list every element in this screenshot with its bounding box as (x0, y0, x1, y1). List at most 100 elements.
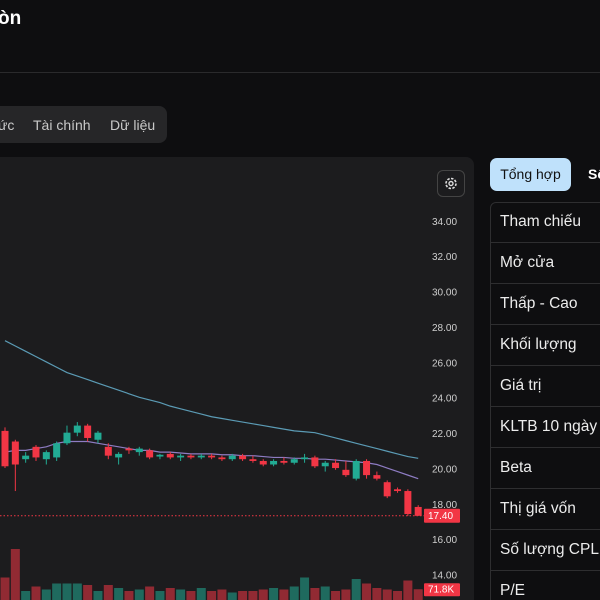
side-tab[interactable]: Số (588, 166, 600, 182)
candle-body (239, 455, 247, 460)
summary-row: Khối lượng (491, 325, 600, 366)
last-price-tag (424, 508, 460, 523)
volume-bar (320, 586, 330, 600)
summary-row: Mở cửa (491, 243, 600, 284)
summary-list (490, 202, 600, 600)
y-tick-label: 16.00 (432, 535, 457, 546)
chart: 34.00 32.00 30.00 28.00 26.00 24.00 22.00 20.00… (0, 217, 460, 600)
candle-body (94, 432, 102, 440)
volume-bar (93, 591, 103, 600)
volume-bar (362, 583, 372, 600)
y-tick-label: 28.00 (432, 323, 457, 334)
chart-panel (0, 157, 474, 600)
candle-body (166, 453, 174, 458)
volume-bar (331, 591, 341, 600)
volume-bar (258, 589, 268, 600)
volume-bar (289, 586, 299, 600)
volume-bar (155, 591, 165, 600)
volume-bar (382, 589, 392, 600)
volume-bar (103, 585, 113, 600)
tab[interactable]: Dữ liệu (110, 117, 156, 133)
volume-bar (134, 589, 144, 600)
candle-body (414, 506, 422, 516)
tab[interactable]: ức (0, 117, 15, 133)
volume-bar (186, 591, 196, 600)
candle-body (32, 446, 40, 458)
page-title: òn (0, 8, 22, 29)
candle-body (373, 475, 381, 479)
summary-row: P/E (491, 571, 600, 600)
volume-bar (176, 589, 186, 600)
volume-bar (124, 591, 134, 600)
candle-body (146, 450, 154, 458)
summary-row: KLTB 10 ngày (491, 407, 600, 448)
candle-body (53, 443, 61, 458)
volume-bar (341, 589, 351, 600)
y-tick-label: 34.00 (432, 217, 457, 228)
candle-body (63, 432, 71, 444)
volume-bar (227, 592, 237, 600)
candle-body (125, 448, 133, 451)
last-price-label: 17.40 (428, 511, 453, 522)
candle-body (249, 459, 257, 461)
candle-body (259, 460, 267, 465)
volume-bar (393, 591, 403, 600)
candle-body (84, 425, 92, 438)
volume-bar (21, 591, 31, 600)
volume-bar (145, 586, 155, 600)
candle-body (73, 425, 81, 433)
volume-bar (72, 583, 82, 600)
volume-bar (413, 589, 423, 600)
summary-row: Tham chiếu (491, 202, 600, 243)
candle-body (332, 462, 340, 469)
volume-bar (10, 549, 20, 600)
summary-row: Beta (491, 448, 600, 489)
divider (0, 72, 600, 73)
settings-button[interactable] (437, 170, 465, 197)
volume-bar (41, 589, 51, 600)
volume-bar (207, 591, 217, 600)
volume-bar (351, 579, 361, 600)
volume-bar (279, 589, 289, 600)
y-tick-label: 20.00 (432, 464, 457, 475)
volume-bar (238, 591, 248, 600)
volume-bar (114, 588, 124, 600)
candle-body (342, 469, 350, 476)
candle-body (104, 446, 112, 456)
gear-icon (445, 177, 457, 190)
candle-body (301, 457, 309, 460)
candle-body (42, 452, 50, 460)
last-volume-label: 71.8K (428, 584, 454, 595)
candle-body (228, 455, 236, 460)
volume-bar (52, 583, 62, 600)
candle-body (321, 462, 329, 467)
volume-bar (62, 583, 72, 600)
volume-bar (248, 591, 258, 600)
y-tick-label: 30.00 (432, 288, 457, 299)
candle-body (22, 455, 30, 460)
y-tick-label: 26.00 (432, 358, 457, 369)
candle-body (115, 453, 123, 458)
side-tab-active[interactable]: Tổng hợp (490, 158, 571, 191)
volume-bar (372, 588, 382, 600)
summary-row: Thị giá vốn (491, 489, 600, 530)
volume-bar (83, 585, 93, 600)
candle-body (135, 448, 143, 453)
y-tick-label: 14.00 (432, 571, 457, 582)
last-volume-tag (424, 583, 460, 597)
candle-body (270, 460, 278, 465)
moving-average (4, 340, 419, 459)
summary-row: Giá trị (491, 366, 600, 407)
volume-bar (310, 588, 320, 600)
candle-body (383, 482, 391, 497)
y-tick-label: 24.00 (432, 394, 457, 405)
y-tick-label: 22.00 (432, 429, 457, 440)
candle-body (394, 489, 402, 492)
candle-body (352, 460, 360, 479)
volume-bar (0, 577, 10, 600)
tab[interactable]: Tài chính (33, 117, 91, 133)
tab-bar (0, 106, 167, 143)
y-tick-label: 18.00 (432, 500, 457, 511)
candle-body (1, 430, 9, 467)
